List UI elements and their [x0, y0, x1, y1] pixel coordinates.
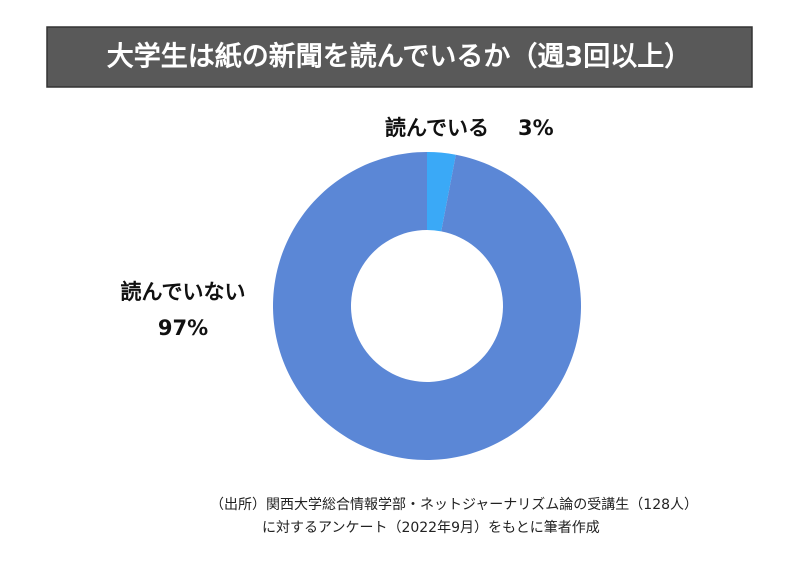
- category-label: 読んでいる: [385, 116, 489, 140]
- value-label: 97%: [158, 316, 208, 340]
- note: （出所）関西大学総合情報学部・ネットジャーナリズム論の受講生（128人）: [210, 497, 698, 513]
- donut-slice: [427, 152, 456, 232]
- chart-title: 大学生は紙の新聞を読んでいるか（週3回以上）: [107, 41, 691, 73]
- category-label: 読んでいない: [121, 280, 246, 304]
- donut-slice: [272, 152, 581, 461]
- note: に対するアンケート（2022年9月）をもとに筆者作成: [262, 520, 600, 536]
- title-box: [46, 26, 753, 88]
- value-label: 3%: [518, 116, 554, 140]
